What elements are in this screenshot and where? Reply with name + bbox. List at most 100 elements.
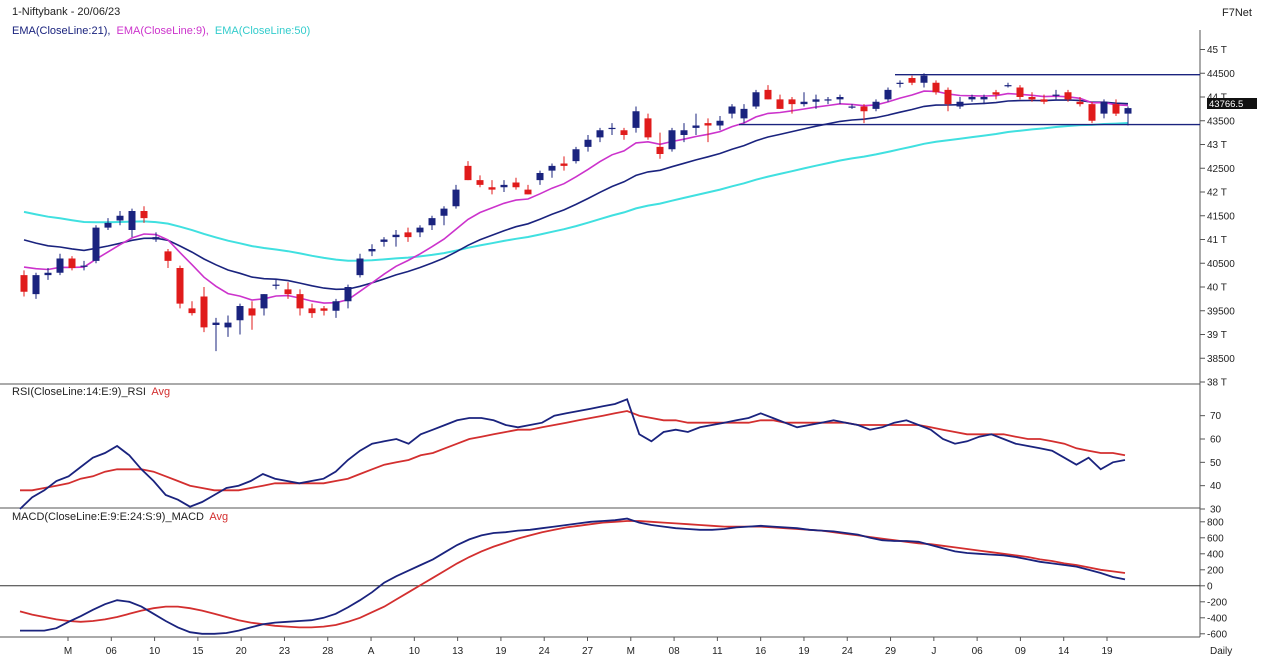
candle-body [368, 249, 376, 252]
price-tick-label: 43500 [1207, 116, 1235, 127]
candle-body [704, 123, 712, 126]
candle-body [416, 227, 424, 233]
candle-body [740, 108, 748, 119]
macd-avg-label: Avg [209, 511, 228, 523]
macd-avg-line [19, 520, 1126, 629]
candle-body [680, 130, 688, 135]
candle-body [536, 173, 544, 181]
x-tick-label: J [931, 646, 936, 657]
x-tick-label: 20 [236, 646, 248, 657]
candle-body [860, 106, 868, 112]
x-tick-label: 13 [452, 646, 464, 657]
price-tick-label: 38500 [1207, 354, 1235, 365]
candle-body [596, 130, 604, 138]
candle-body [1052, 94, 1060, 96]
x-tick-label: M [64, 646, 72, 657]
candle-body [452, 189, 460, 207]
candle-body [1124, 108, 1132, 114]
candle-body [476, 180, 484, 185]
candle-body [944, 89, 952, 105]
candle-body [1076, 101, 1084, 105]
ema9-line [23, 90, 1129, 304]
price-tick-label: 40 T [1207, 283, 1227, 294]
candle-body [584, 139, 592, 147]
x-tick-label: 06 [106, 646, 118, 657]
candle-body [284, 289, 292, 295]
candle-body [908, 78, 916, 83]
candle-body [752, 92, 760, 107]
candle-body [644, 118, 652, 138]
candle-body [836, 97, 844, 100]
candle-body [428, 218, 436, 226]
candle-body [44, 272, 52, 276]
candle-body [500, 184, 508, 188]
macd-tick-label: 600 [1207, 533, 1224, 544]
candle-body [344, 287, 352, 302]
candle-body [812, 99, 820, 102]
candle-body [656, 146, 664, 154]
x-tick-label: M [627, 646, 635, 657]
rsi-avg-line [20, 410, 1126, 492]
candle-body [248, 308, 256, 316]
candle-body [56, 258, 64, 273]
candle-body [512, 182, 520, 188]
x-tick-label: 15 [192, 646, 204, 657]
x-tick-label: 11 [712, 646, 723, 657]
candle-body [1004, 85, 1012, 87]
price-tick-label: 45 T [1207, 45, 1227, 56]
candle-body [1028, 97, 1036, 100]
timeframe-label: Daily [1210, 646, 1232, 657]
candle-body [824, 99, 832, 101]
candle-body [848, 106, 856, 108]
price-tick-label: 42 T [1207, 188, 1227, 199]
brand-label: F7Net [1222, 7, 1252, 19]
candle-body [620, 130, 628, 135]
candle-body [200, 296, 208, 328]
candle-body [308, 308, 316, 314]
candle-body [692, 125, 700, 128]
candle-body [980, 97, 988, 100]
price-tick-label: 44500 [1207, 69, 1235, 80]
x-tick-label: 27 [582, 646, 594, 657]
chart-frame [0, 30, 1201, 638]
macd-title-label: MACD(CloseLine:E:9:E:24:S:9)_MACD [12, 511, 204, 523]
candle-body [152, 237, 160, 240]
ema9-legend: EMA(CloseLine:9), [117, 25, 209, 37]
x-tick-label: 24 [842, 646, 854, 657]
candle-body [788, 99, 796, 105]
macd-tick-label: 800 [1207, 517, 1224, 528]
candle-body [524, 189, 532, 195]
x-tick-label: A [368, 646, 375, 657]
candle-body [1100, 101, 1108, 114]
last-price-tag [1207, 98, 1257, 109]
candle-body [176, 268, 184, 304]
candle-body [632, 111, 640, 128]
price-tick-label: 40500 [1207, 259, 1235, 270]
x-tick-label: 14 [1058, 646, 1070, 657]
candle-body [464, 165, 472, 181]
candle-body [236, 306, 244, 321]
candle-body [296, 294, 304, 309]
rsi-line [19, 398, 1126, 510]
x-tick-label: 23 [279, 646, 291, 657]
candle-body [896, 82, 904, 84]
x-tick-label: 09 [1015, 646, 1027, 657]
candle-body [968, 97, 976, 100]
macd-tick-label: 400 [1207, 549, 1224, 560]
macd-title: MACD(CloseLine:E:9:E:24:S:9)_MACD Avg [12, 511, 228, 523]
candle-body [392, 234, 400, 238]
ema-legend: EMA(CloseLine:21), EMA(CloseLine:9), EMA… [12, 25, 310, 37]
rsi-tick-label: 40 [1210, 481, 1222, 492]
x-tick-label: 19 [798, 646, 810, 657]
candle-body [320, 308, 328, 311]
x-tick-label: 08 [669, 646, 681, 657]
candle-body [68, 258, 76, 268]
x-tick-label: 24 [539, 646, 551, 657]
candle-body [800, 101, 808, 105]
price-tick-label: 38 T [1207, 378, 1227, 389]
macd-tick-label: -600 [1207, 629, 1227, 640]
macd-tick-label: -400 [1207, 613, 1227, 624]
candle-body [932, 82, 940, 93]
candle-body [764, 89, 772, 100]
